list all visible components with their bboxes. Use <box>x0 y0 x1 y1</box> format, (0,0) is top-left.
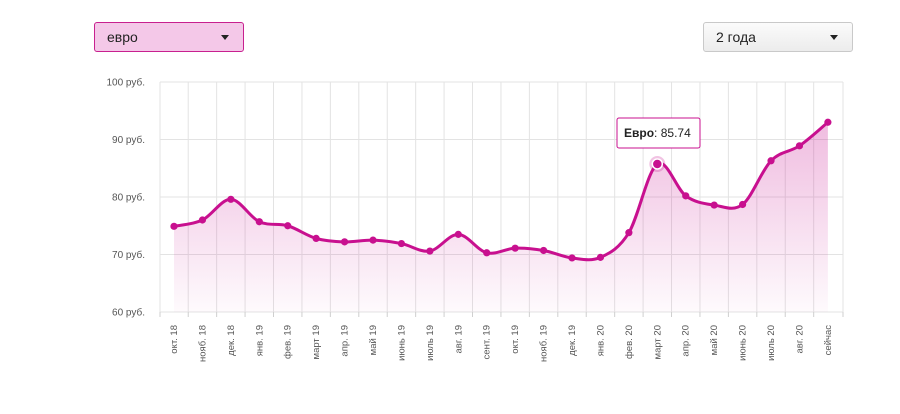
data-point <box>682 192 690 200</box>
x-tick-label: сейчас <box>823 325 834 356</box>
x-tick-label: фев. 19 <box>283 325 294 359</box>
tooltip-value: : 85.74 <box>654 126 691 140</box>
currency-select-value: евро <box>107 29 138 45</box>
x-tick-label: март 19 <box>311 325 322 359</box>
y-axis-labels: 60 руб. 70 руб. 80 руб. 90 руб. 100 руб. <box>106 77 145 319</box>
x-tick-label: июнь 20 <box>738 325 749 361</box>
x-tick-label: фев. 20 <box>624 325 635 359</box>
data-point <box>596 253 605 261</box>
y-tick-label: 90 руб. <box>112 134 145 146</box>
data-point <box>767 157 775 165</box>
data-point <box>824 118 832 126</box>
x-tick-label: март 20 <box>652 325 663 359</box>
chevron-down-icon <box>830 34 838 40</box>
x-tick-label: янв. 20 <box>595 325 606 356</box>
y-tick-label: 70 руб. <box>112 249 145 261</box>
y-tick-label: 60 руб. <box>112 307 145 319</box>
x-tick-label: апр. 19 <box>340 325 351 357</box>
data-point <box>625 229 633 237</box>
currency-select[interactable]: евро <box>94 22 244 52</box>
data-point <box>511 244 519 252</box>
data-point <box>255 218 263 226</box>
chart-tooltip: Евро: 85.74 <box>616 117 701 149</box>
data-point <box>454 230 462 238</box>
data-point <box>426 247 434 255</box>
y-tick-label: 100 руб. <box>106 77 145 89</box>
data-point <box>795 142 804 150</box>
data-point <box>340 238 349 246</box>
data-point <box>198 216 207 224</box>
x-tick-label: июль 20 <box>766 325 777 361</box>
data-point <box>312 234 320 242</box>
x-tick-label: сент. 19 <box>482 325 493 359</box>
x-axis-labels: окт. 18 нояб. 18 дек. 18 янв. 19 фев. 19 март… <box>169 325 834 362</box>
tooltip-box <box>616 117 701 149</box>
data-point <box>170 222 178 230</box>
period-select[interactable]: 2 года <box>703 22 853 52</box>
chevron-down-icon <box>221 34 229 40</box>
x-tick-label: окт. 18 <box>169 325 180 354</box>
x-tick-label: окт. 19 <box>510 325 521 354</box>
chart-points <box>170 118 832 262</box>
data-point <box>483 249 491 257</box>
period-select-value: 2 года <box>716 29 756 45</box>
x-tick-label: апр. 20 <box>681 325 692 357</box>
x-tick-label: дек. 18 <box>226 325 237 356</box>
data-point <box>369 236 377 244</box>
data-point <box>568 254 576 262</box>
data-point <box>739 200 747 209</box>
tooltip-series-name: Евро <box>624 126 654 140</box>
x-tick-label: нояб. 18 <box>197 325 208 362</box>
x-tick-label: май 20 <box>709 325 720 355</box>
series-area-euro <box>174 122 828 312</box>
x-tick-label: дек. 19 <box>567 325 578 356</box>
data-point <box>284 222 292 230</box>
x-tick-label: июль 19 <box>425 325 436 361</box>
x-tick-label: авг. 19 <box>453 325 464 353</box>
x-tick-label: июнь 19 <box>396 325 407 361</box>
data-point <box>227 195 235 203</box>
x-tick-label: янв. 19 <box>254 325 265 356</box>
data-point <box>710 201 718 209</box>
tooltip-text: Евро: 85.74 <box>624 126 691 140</box>
chart-area <box>174 122 828 312</box>
y-tick-label: 80 руб. <box>112 192 145 204</box>
data-point <box>539 246 548 255</box>
x-tick-label: май 19 <box>368 325 379 355</box>
data-point <box>397 239 406 248</box>
x-tick-label: нояб. 19 <box>539 325 550 362</box>
x-tick-label: авг. 20 <box>794 325 805 353</box>
data-point-highlighted <box>651 158 664 170</box>
